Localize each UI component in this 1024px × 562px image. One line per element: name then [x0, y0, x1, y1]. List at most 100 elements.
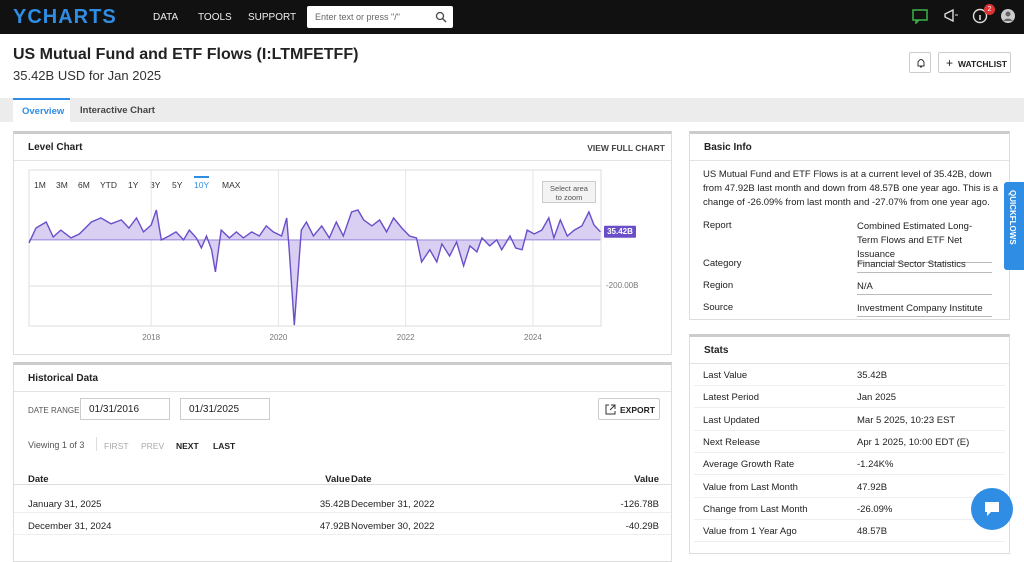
description: US Mutual Fund and ETF Flows is at a cur… — [703, 169, 999, 208]
column-header: Value — [634, 474, 659, 485]
export-label: EXPORT — [620, 405, 655, 415]
stats-panel: Stats Last Value 35.42B Latest Period Jan 2… — [689, 334, 1010, 554]
range-button[interactable]: 6M — [78, 180, 90, 190]
pager-prev: PREV — [141, 441, 165, 451]
search-icon — [435, 11, 447, 23]
chat-bubble-icon — [985, 502, 999, 516]
stat-row: Next Release Apr 1 2025, 10:00 EDT (E) — [694, 431, 1005, 453]
stat-row: Latest Period Jan 2025 — [694, 386, 1005, 409]
tab-label[interactable]: Interactive Chart — [80, 105, 155, 116]
view-full-chart[interactable]: VIEW FULL CHART — [587, 143, 665, 153]
export-icon — [605, 404, 616, 415]
panel-header: Historical Data — [14, 365, 671, 392]
column-header: Date — [28, 474, 49, 485]
start-date[interactable]: 01/31/2016 — [80, 398, 170, 420]
field-value[interactable]: Financial Sector Statistics — [857, 258, 992, 273]
panel-header: Stats — [690, 337, 1009, 364]
stat-row: Last Updated Mar 5 2025, 10:23 EST — [694, 409, 1005, 431]
plot-area — [28, 169, 602, 327]
stat-value: Apr 1 2025, 10:00 EDT (E) — [857, 436, 970, 448]
nav-item[interactable]: SUPPORT — [248, 12, 297, 23]
field-label: Source — [703, 302, 734, 313]
export-button[interactable]: EXPORT — [598, 398, 660, 420]
logo: YCHARTS — [13, 6, 117, 28]
info-icon[interactable] — [972, 8, 988, 24]
series-line — [28, 209, 601, 326]
stat-label: Latest Period — [703, 392, 759, 404]
search-box[interactable]: Enter text or press "/" — [307, 6, 453, 28]
user-icon[interactable] — [1000, 8, 1016, 24]
range-button[interactable]: 5Y — [172, 180, 183, 190]
field-label: Category — [703, 258, 742, 269]
stat-label: Value from Last Month — [703, 481, 798, 493]
tab-bar: Overview Interactive Chart — [0, 98, 1024, 122]
quickflows-tab[interactable]: QUICKFLOWS — [1004, 182, 1024, 270]
table-cell: -126.78B — [620, 499, 659, 510]
bell-icon — [917, 59, 925, 68]
stat-value: 35.42B — [857, 370, 888, 381]
nav-item[interactable]: DATA — [153, 12, 179, 23]
stats-fields: Last Value 35.42B Latest Period Jan 2025 Las… — [690, 364, 1009, 553]
history-table: Date Value Date Value January 31, 2025 35.42B… — [14, 463, 671, 543]
range-button[interactable]: 1Y — [128, 180, 139, 190]
level-chart-panel: Level Chart VIEW FULL CHART 1M 3M 6M YTD 1Y 3Y… — [13, 131, 672, 355]
x-tick-label: 2018 — [142, 333, 160, 342]
panel-title: Basic Info — [704, 142, 752, 153]
table-row: December 31, 2024 47.92B November 30, 2022… — [14, 513, 671, 535]
chat-bubble[interactable] — [971, 488, 1013, 530]
nav-item[interactable]: TOOLS — [198, 12, 232, 23]
stat-value: 48.57B — [857, 526, 888, 538]
page-subtitle: 35.42B USD for Jan 2025 — [13, 68, 162, 83]
stat-value: Jan 2025 — [857, 392, 897, 404]
area-fill — [29, 210, 601, 326]
range-button[interactable]: 1M — [34, 180, 46, 190]
field-label: Region — [703, 280, 734, 291]
range-button[interactable]: 3Y — [150, 180, 161, 190]
table-cell: November 30, 2022 — [351, 521, 435, 532]
x-tick-label: 2022 — [397, 333, 415, 342]
watchlist-button[interactable]: + WATCHLIST — [938, 52, 1011, 73]
page-title: US Mutual Fund and ETF Flows (I:LTMFETFF… — [13, 46, 359, 63]
range-button[interactable]: 3M — [56, 180, 68, 190]
pager-next[interactable]: NEXT — [176, 441, 199, 451]
table-cell: 35.42B — [319, 499, 350, 510]
y-tick-label: -200.00B — [606, 281, 638, 290]
panel-title: Level Chart — [28, 142, 83, 153]
plus-icon: + — [946, 56, 954, 70]
chat-icon[interactable] — [912, 9, 928, 24]
historical-panel: Historical Data DATE RANGE 01/31/2016 01… — [13, 362, 672, 562]
pager-first: FIRST — [104, 441, 129, 451]
range-button[interactable]: YTD — [100, 180, 117, 190]
field-value[interactable]: Combined Estimated Long-Term Flows and E… — [857, 220, 992, 263]
stat-row: Value from Last Month 47.92B — [694, 476, 1005, 498]
info-fields: Report Combined Estimated Long-Term Flows… — [690, 216, 1009, 317]
panel-title: Historical Data — [28, 373, 99, 384]
pager-last[interactable]: LAST — [213, 441, 236, 451]
range-button[interactable]: 10Y — [194, 176, 210, 190]
stat-label: Last Updated — [703, 414, 760, 426]
field-value[interactable]: Investment Company Institute — [857, 302, 992, 317]
column-header: Date — [351, 474, 372, 485]
table-row: January 31, 2025 35.42B December 31, 2022 -… — [14, 491, 671, 513]
panel-header: Basic Info — [690, 134, 1009, 161]
alert-button[interactable] — [909, 52, 931, 73]
tab-active[interactable]: Overview — [13, 98, 70, 122]
table-cell: January 31, 2025 — [28, 499, 102, 510]
viewing-label: Viewing 1 of 3 — [28, 440, 85, 450]
logo[interactable]: YCHARTS — [13, 6, 117, 29]
zoom-hint: Select area to zoom — [542, 181, 596, 203]
stat-row: Value from 1 Year Ago 48.57B — [694, 520, 1005, 543]
panel-header: Level Chart VIEW FULL CHART — [14, 134, 671, 161]
range-button[interactable]: MAX — [222, 180, 241, 190]
stat-row: Average Growth Rate -1.24K% — [694, 453, 1005, 476]
field-value[interactable]: N/A — [857, 280, 992, 295]
table-cell: December 31, 2022 — [351, 499, 435, 510]
date-range-label: DATE RANGE — [28, 406, 80, 415]
megaphone-icon[interactable] — [943, 8, 959, 24]
stat-label: Average Growth Rate — [703, 459, 795, 471]
last-value-badge — [604, 225, 636, 238]
stat-row: Change from Last Month -26.09% — [694, 498, 1005, 520]
divider — [96, 437, 97, 451]
end-date[interactable]: 01/31/2025 — [180, 398, 270, 420]
